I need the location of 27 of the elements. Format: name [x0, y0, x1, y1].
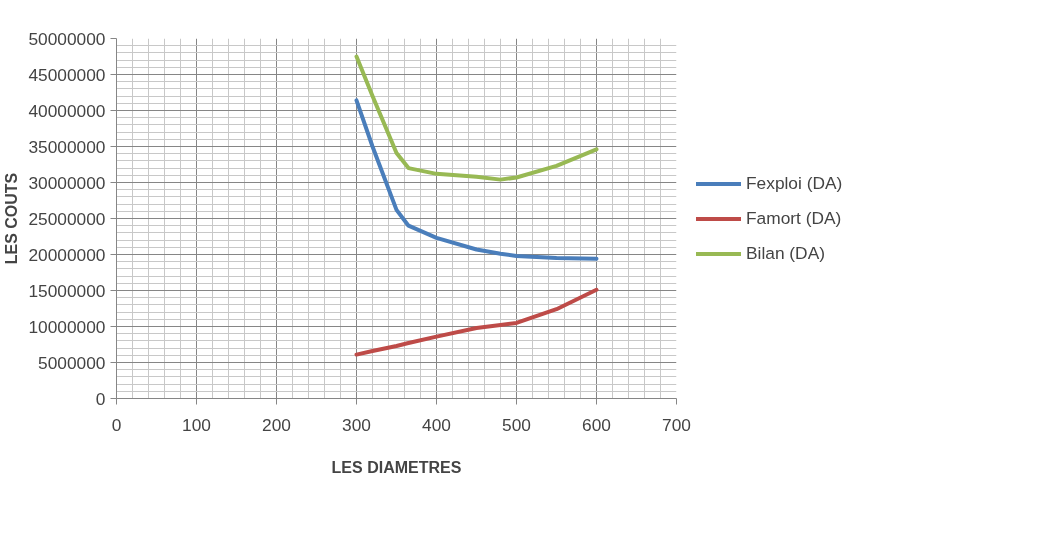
y-tick-label: 5000000 — [38, 352, 106, 373]
legend-label: Fexploi (DA) — [746, 172, 843, 194]
x-axis-title: LES DIAMETRES — [331, 458, 462, 476]
x-tick-label: 200 — [262, 414, 291, 435]
y-tick-label: 40000000 — [28, 100, 106, 121]
x-tick-label: 600 — [582, 414, 611, 435]
x-tick-label: 500 — [502, 414, 531, 435]
y-tick-label: 15000000 — [28, 280, 106, 301]
y-tick-label: 50000000 — [28, 28, 106, 49]
y-tick-label: 45000000 — [28, 64, 106, 85]
line-series — [354, 287, 599, 357]
y-tick-label: 10000000 — [28, 316, 106, 337]
y-tick-label: 25000000 — [28, 208, 106, 229]
x-tick-label: 100 — [182, 414, 211, 435]
line-series — [354, 98, 599, 261]
y-tick-label: 20000000 — [28, 244, 106, 265]
y-tick-label: 35000000 — [28, 136, 106, 157]
y-axis-title: LES COUTS — [3, 172, 21, 265]
legend-label: Bilan (DA) — [746, 242, 825, 264]
x-tick-label: 0 — [111, 414, 122, 435]
x-tick-label: 400 — [422, 414, 451, 435]
line-series — [354, 54, 599, 182]
x-tick-label: 300 — [342, 414, 371, 435]
legend-label: Famort (DA) — [746, 207, 842, 229]
y-tick-label: 30000000 — [28, 172, 106, 193]
x-tick-label: 700 — [662, 414, 691, 435]
y-tick-label: 0 — [95, 388, 106, 409]
